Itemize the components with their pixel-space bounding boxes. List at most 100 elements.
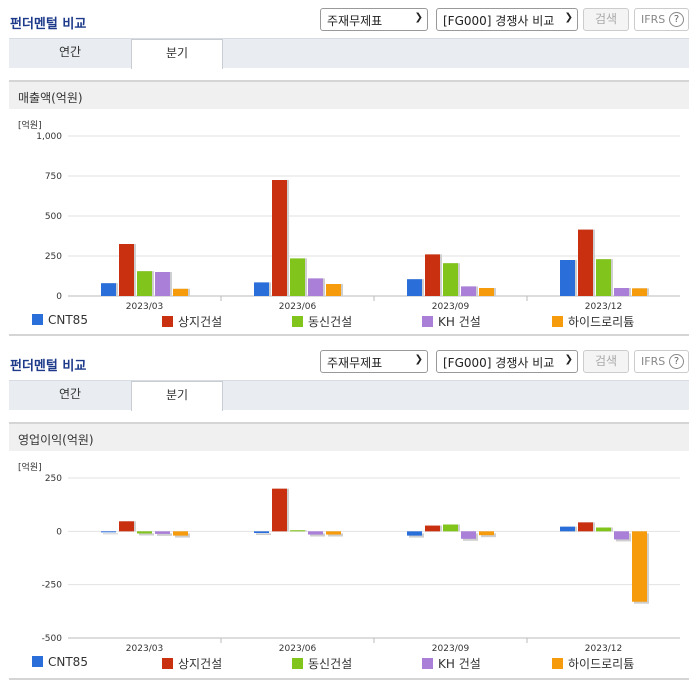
bar-상지건설-2023-03[interactable]: [119, 521, 134, 532]
bar-KH-건설-2023-03[interactable]: [155, 272, 170, 296]
bar-상지건설-2023-09[interactable]: [425, 525, 440, 532]
bar-KH-건설-2023-12[interactable]: [614, 288, 629, 296]
bar-CNT85-2023-09[interactable]: [407, 279, 422, 296]
bar-동신건설-2023-09[interactable]: [443, 524, 458, 532]
legend-swatch: [32, 314, 43, 325]
bar-shadow: [328, 533, 343, 537]
bar-CNT85-2023-09[interactable]: [407, 531, 422, 536]
legend-swatch: [292, 658, 303, 669]
legend-label: 상지건설: [178, 315, 223, 329]
bar-shadow: [103, 533, 118, 535]
statement-select-value: 주재무제표: [327, 356, 383, 370]
bar-CNT85-2023-03[interactable]: [101, 531, 116, 533]
bar-CNT85-2023-12[interactable]: [560, 260, 575, 296]
chevron-down-icon: ❯: [414, 12, 423, 23]
bar-동신건설-2023-09[interactable]: [443, 263, 458, 296]
bar-하이드로리튬-2023-03[interactable]: [173, 288, 188, 296]
legend-item[interactable]: KH 건설: [422, 313, 481, 330]
bar-KH-건설-2023-12[interactable]: [614, 531, 629, 540]
legend-item[interactable]: CNT85: [32, 313, 88, 327]
bar-CNT85-2023-12[interactable]: [560, 526, 575, 532]
y-tick-label: 250: [45, 252, 62, 262]
legend-swatch: [162, 658, 173, 669]
legend-item[interactable]: 동신건설: [292, 655, 352, 672]
bar-상지건설-2023-06[interactable]: [272, 180, 287, 296]
statement-select[interactable]: 주재무제표 ❯: [320, 8, 428, 31]
panel-title: 펀더멘털 비교: [10, 17, 87, 32]
legend-label: 동신건설: [308, 315, 353, 329]
bar-CNT85-2023-06[interactable]: [254, 531, 269, 534]
legend-item[interactable]: 상지건설: [162, 655, 222, 672]
legend-item[interactable]: 하이드로리튬: [552, 313, 634, 330]
legend-label: KH 건설: [438, 657, 481, 671]
chart-legend: CNT85 상지건설 동신건설 KH 건설 하이드로리튬: [0, 313, 696, 329]
bar-KH-건설-2023-09[interactable]: [461, 286, 476, 296]
bar-하이드로리튬-2023-12[interactable]: [632, 531, 647, 602]
bar-하이드로리튬-2023-12[interactable]: [632, 288, 647, 296]
chevron-down-icon: ❯: [564, 12, 573, 23]
bar-KH-건설-2023-06[interactable]: [308, 278, 323, 296]
x-tick-label: 2023/06: [279, 644, 317, 654]
ifrs-label: IFRS: [641, 13, 666, 26]
x-tick-label: 2023/06: [279, 302, 317, 312]
bar-동신건설-2023-06[interactable]: [290, 258, 305, 296]
panel-header: 펀더멘털 비교 주재무제표 ❯ [FG000] 경쟁사 비교 ❯ 검색 IFRS…: [0, 0, 696, 34]
bar-상지건설-2023-12[interactable]: [578, 522, 593, 532]
help-icon[interactable]: ?: [669, 354, 684, 369]
bar-shadow: [139, 533, 154, 536]
bar-동신건설-2023-06[interactable]: [290, 530, 305, 532]
legend-item[interactable]: KH 건설: [422, 655, 481, 672]
tab-quarterly[interactable]: 분기: [131, 381, 223, 411]
bar-하이드로리튬-2023-06[interactable]: [326, 531, 341, 535]
ifrs-button[interactable]: IFRS ?: [634, 8, 689, 31]
bar-CNT85-2023-03[interactable]: [101, 283, 116, 296]
peer-select-value: [FG000] 경쟁사 비교: [443, 356, 555, 370]
bar-상지건설-2023-03[interactable]: [119, 244, 134, 296]
help-icon[interactable]: ?: [669, 12, 684, 27]
legend-swatch: [552, 658, 563, 669]
legend-label: KH 건설: [438, 315, 481, 329]
legend-swatch: [292, 316, 303, 327]
panel-title: 펀더멘털 비교: [10, 359, 87, 374]
bar-동신건설-2023-12[interactable]: [596, 259, 611, 296]
y-tick-label: 0: [56, 527, 62, 537]
legend-item[interactable]: 상지건설: [162, 313, 222, 330]
peer-select[interactable]: [FG000] 경쟁사 비교 ❯: [436, 350, 578, 373]
tab-annual[interactable]: 연간: [58, 387, 82, 401]
peer-select[interactable]: [FG000] 경쟁사 비교 ❯: [436, 8, 578, 31]
bar-상지건설-2023-09[interactable]: [425, 254, 440, 296]
legend-item[interactable]: CNT85: [32, 655, 88, 669]
bar-shadow: [157, 533, 172, 536]
unit-label: [억원]: [18, 121, 42, 131]
search-button[interactable]: 검색: [583, 8, 629, 31]
legend-swatch: [552, 316, 563, 327]
bar-동신건설-2023-12[interactable]: [596, 527, 611, 532]
bar-KH-건설-2023-03[interactable]: [155, 531, 170, 534]
x-tick-label: 2023/09: [432, 302, 470, 312]
tab-quarterly[interactable]: 분기: [131, 39, 223, 69]
bar-KH-건설-2023-09[interactable]: [461, 531, 476, 539]
section-title: 영업이익(억원): [9, 422, 689, 451]
ifrs-label: IFRS: [641, 355, 666, 368]
bar-shadow: [481, 533, 496, 538]
legend-item[interactable]: 하이드로리튬: [552, 655, 634, 672]
bar-하이드로리튬-2023-09[interactable]: [479, 531, 494, 536]
tab-annual[interactable]: 연간: [58, 45, 82, 59]
ifrs-button[interactable]: IFRS ?: [634, 350, 689, 373]
bar-상지건설-2023-12[interactable]: [578, 229, 593, 296]
legend-label: 상지건설: [178, 657, 223, 671]
bar-하이드로리튬-2023-09[interactable]: [479, 288, 494, 296]
y-tick-label: -500: [42, 634, 63, 644]
legend-label: 동신건설: [308, 657, 353, 671]
bar-동신건설-2023-03[interactable]: [137, 271, 152, 296]
legend-item[interactable]: 동신건설: [292, 313, 352, 330]
search-button[interactable]: 검색: [583, 350, 629, 373]
bar-CNT85-2023-06[interactable]: [254, 282, 269, 296]
bar-동신건설-2023-03[interactable]: [137, 531, 152, 534]
y-tick-label: 750: [45, 172, 62, 182]
bar-하이드로리튬-2023-03[interactable]: [173, 531, 188, 536]
bar-하이드로리튬-2023-06[interactable]: [326, 284, 341, 296]
bar-KH-건설-2023-06[interactable]: [308, 531, 323, 535]
statement-select[interactable]: 주재무제표 ❯: [320, 350, 428, 373]
bar-상지건설-2023-06[interactable]: [272, 488, 287, 532]
